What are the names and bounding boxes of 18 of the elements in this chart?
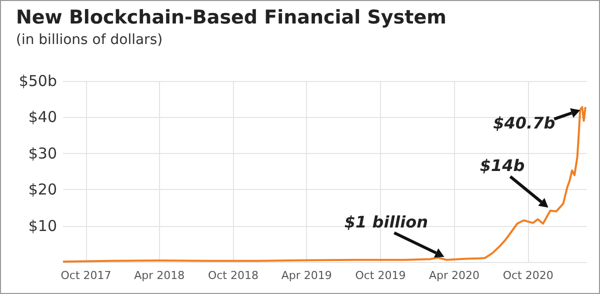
x-tick-label: Oct 2017 — [60, 269, 112, 282]
annotation: $40.7b — [493, 114, 556, 133]
chart-subtitle: (in billions of dollars) — [16, 32, 163, 48]
annotation: $1 billion — [344, 212, 428, 232]
y-tick-label: $30 — [28, 144, 57, 162]
y-tick-label: $50b — [18, 72, 57, 90]
x-tick-label: Apr 2018 — [134, 269, 185, 282]
x-tick-label: Oct 2020 — [502, 269, 554, 282]
x-tick-label: Apr 2020 — [429, 269, 480, 282]
line-series — [62, 106, 586, 263]
chart-title: New Blockchain-Based Financial System — [16, 6, 446, 28]
y-tick-label: $10 — [28, 216, 57, 235]
y-tick-label: $20 — [28, 180, 57, 199]
y-tick-label: $40 — [28, 108, 57, 126]
x-tick-label: Apr 2019 — [281, 269, 332, 282]
x-tick-label: Oct 2018 — [208, 269, 258, 282]
annotation: $14b — [480, 156, 525, 176]
x-tick-label: Oct 2019 — [355, 269, 406, 282]
